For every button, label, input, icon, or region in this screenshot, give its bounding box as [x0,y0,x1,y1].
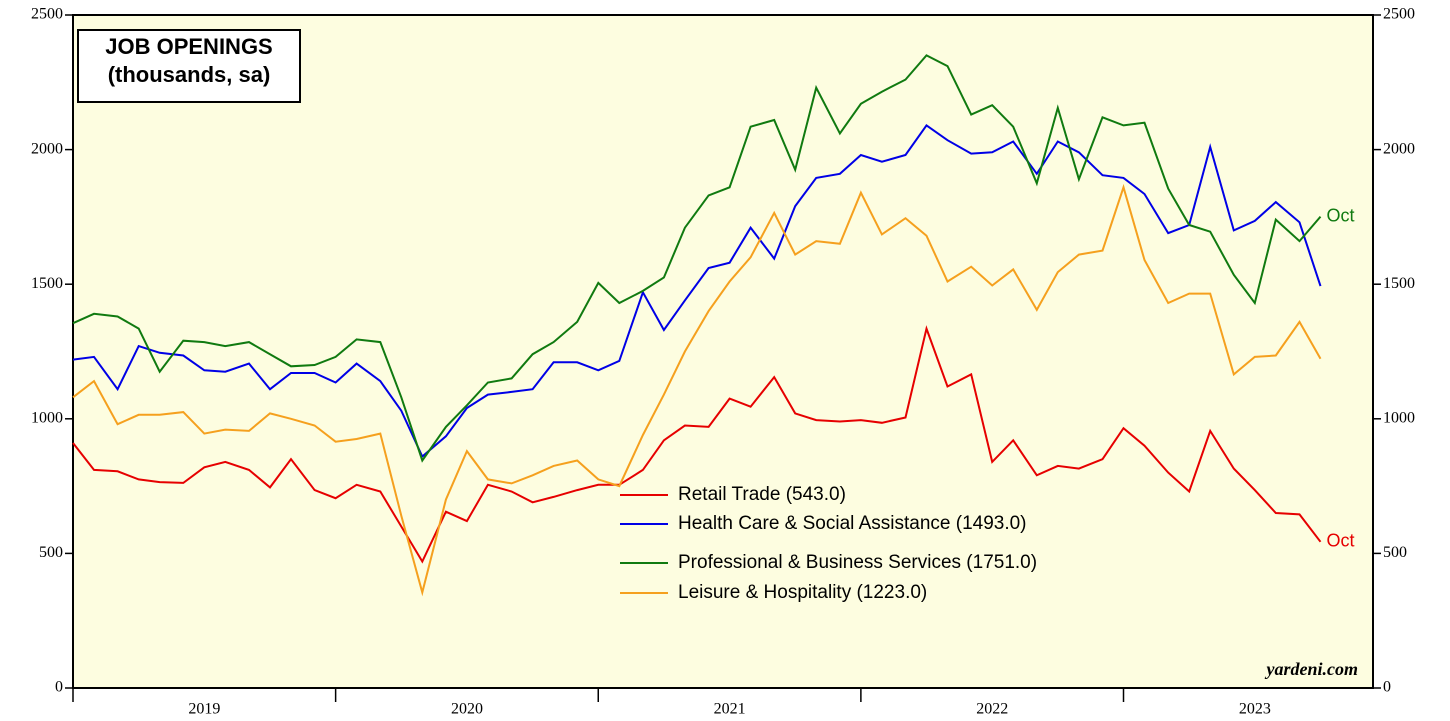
y-tick-label: 2000 [31,140,63,157]
title-box [77,29,301,103]
chart-title: (thousands, sa) [108,62,271,87]
y-tick-label: 2500 [31,6,63,23]
x-tick-label: 2022 [976,701,1008,718]
x-tick-label: 2023 [1239,701,1271,718]
chart-title: JOB OPENINGS [105,34,272,59]
legend-label: Health Care & Social Assistance (1493.0) [678,513,1027,534]
y-tick-label: 500 [39,544,63,561]
legend-label: Leisure & Hospitality (1223.0) [678,582,927,603]
series-line [72,183,1322,597]
x-tick-label: 2021 [714,701,746,718]
series-line [72,54,1322,463]
legend-label: Retail Trade (543.0) [678,484,846,505]
y2-tick-label: 2500 [1383,6,1415,23]
y-tick-label: 1500 [31,275,63,292]
series-line [72,124,1322,459]
legend-label: Professional & Business Services (1751.0… [678,552,1037,573]
x-tick-label: 2020 [451,701,483,718]
x-tick-label: 2019 [188,701,220,718]
y-tick-label: 1000 [31,409,63,426]
y2-tick-label: 0 [1383,679,1391,696]
y-tick-label: 0 [55,679,63,696]
series-line [72,325,1322,564]
end-label: Oct [1326,205,1354,225]
y2-tick-label: 2000 [1383,140,1415,157]
plot-area [72,14,1374,689]
y2-tick-label: 1500 [1383,275,1415,292]
y2-tick-label: 500 [1383,544,1407,561]
y2-tick-label: 1000 [1383,409,1415,426]
source: yardeni.com [1265,659,1359,679]
end-label: Oct [1326,531,1354,551]
